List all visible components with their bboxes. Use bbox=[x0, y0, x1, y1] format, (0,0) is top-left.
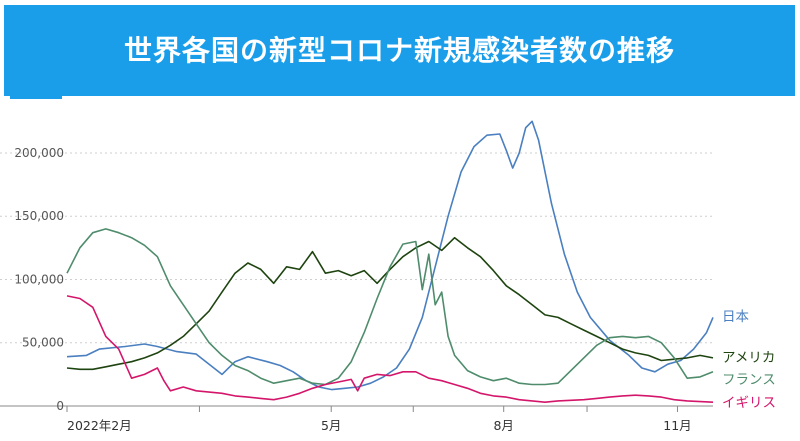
grid bbox=[0, 152, 713, 344]
series-label: アメリカ bbox=[722, 350, 775, 366]
series-label: イギリス bbox=[722, 395, 776, 411]
y-tick-label: 150,000 bbox=[14, 209, 64, 223]
x-tick-label: 8月 bbox=[493, 418, 513, 433]
y-tick-label: 0 bbox=[56, 399, 64, 413]
title-banner: 世界各国の新型コロナ新規感染者数の推移 bbox=[4, 5, 795, 96]
y-tick-label: 200,000 bbox=[14, 146, 64, 160]
series-line bbox=[66, 236, 714, 371]
x-tick-label: 11月 bbox=[663, 418, 691, 433]
series-label: フランス bbox=[722, 372, 776, 388]
series-label: 日本 bbox=[722, 309, 750, 325]
y-tick-label: 100,000 bbox=[14, 272, 64, 286]
series-line bbox=[66, 228, 714, 386]
axes: 0 50,000 100,000 150,000 200,000 2022年2月 5月 8月 1… bbox=[0, 146, 713, 433]
series-line bbox=[66, 295, 714, 403]
banner-accent bbox=[10, 96, 62, 99]
series-line bbox=[66, 120, 714, 391]
chart-title: 世界各国の新型コロナ新規感染者数の推移 bbox=[123, 34, 675, 67]
x-tick-label: 5月 bbox=[321, 418, 341, 433]
series-lines bbox=[66, 120, 714, 403]
y-tick-label: 50,000 bbox=[22, 336, 64, 350]
x-tick-label: 2022年2月 bbox=[67, 418, 132, 433]
